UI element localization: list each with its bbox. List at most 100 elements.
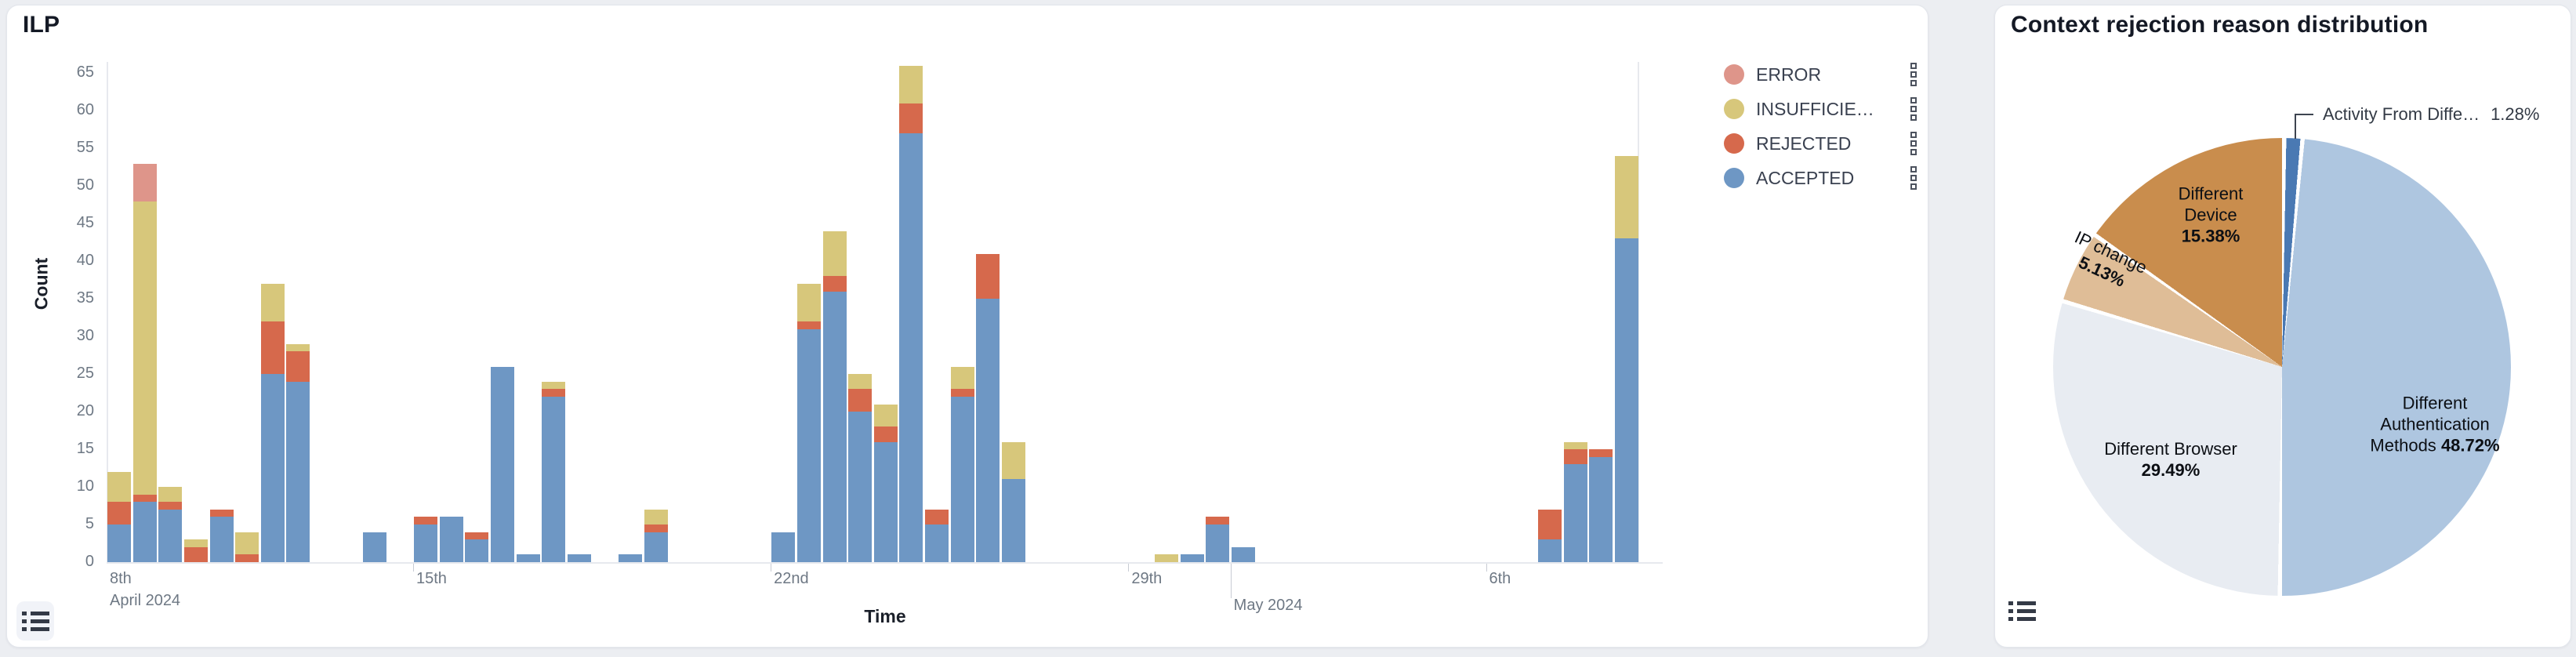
bar-segment-accepted[interactable]	[848, 412, 873, 562]
bar-segment-accepted[interactable]	[1563, 464, 1587, 562]
stacked-bar[interactable]	[465, 532, 489, 562]
legend-item-error[interactable]: ERROR	[1724, 63, 1925, 86]
bar-segment-rejected[interactable]	[1563, 449, 1587, 465]
drag-handle-icon[interactable]	[1910, 166, 1917, 190]
stacked-bar[interactable]	[439, 517, 463, 562]
bar-segment-accepted[interactable]	[465, 539, 489, 562]
bar-segment-accepted[interactable]	[1589, 456, 1613, 562]
bar-segment-accepted[interactable]	[439, 517, 463, 562]
bar-segment-accepted[interactable]	[1537, 539, 1562, 562]
stacked-bar[interactable]	[1231, 546, 1255, 562]
stacked-bar[interactable]	[363, 532, 387, 562]
bar-segment-rejected[interactable]	[260, 321, 285, 375]
stacked-bar[interactable]	[1589, 449, 1613, 562]
bar-segment-accepted[interactable]	[209, 517, 234, 562]
stacked-bar[interactable]	[209, 509, 234, 562]
bar-segment-rejected[interactable]	[542, 389, 566, 397]
stacked-bar[interactable]	[1180, 554, 1204, 562]
stacked-bar[interactable]	[1537, 509, 1562, 562]
bar-segment-rejected[interactable]	[797, 321, 822, 329]
drag-handle-icon[interactable]	[1910, 132, 1917, 155]
bar-segment-insufficient[interactable]	[184, 539, 209, 547]
bar-segment-accepted[interactable]	[899, 133, 923, 562]
bar-segment-rejected[interactable]	[132, 494, 157, 503]
stacked-bar[interactable]	[899, 65, 923, 562]
legend-item-insufficie[interactable]: INSUFFICIE…	[1724, 97, 1925, 121]
stacked-bar[interactable]	[516, 554, 540, 562]
legend-item-accepted[interactable]: ACCEPTED	[1724, 166, 1925, 190]
bar-segment-accepted[interactable]	[924, 525, 949, 562]
bar-segment-rejected[interactable]	[107, 502, 132, 525]
bar-segment-insufficient[interactable]	[1563, 441, 1587, 450]
chart-options-button[interactable]	[16, 601, 54, 641]
bar-segment-insufficient[interactable]	[1155, 554, 1179, 562]
bar-segment-rejected[interactable]	[184, 546, 209, 562]
stacked-bar[interactable]	[924, 509, 949, 562]
stacked-bar[interactable]	[1614, 155, 1638, 562]
stacked-bar[interactable]	[976, 253, 1000, 562]
bar-segment-accepted[interactable]	[1231, 546, 1255, 562]
bar-segment-accepted[interactable]	[618, 554, 642, 562]
stacked-bar[interactable]	[260, 284, 285, 562]
bar-segment-accepted[interactable]	[260, 374, 285, 562]
pie-chart[interactable]	[2053, 138, 2511, 596]
bar-segment-rejected[interactable]	[158, 502, 183, 510]
bar-segment-rejected[interactable]	[1206, 517, 1230, 525]
drag-handle-icon[interactable]	[1910, 63, 1917, 86]
bar-segment-accepted[interactable]	[1001, 479, 1025, 562]
bar-segment-accepted[interactable]	[950, 396, 974, 562]
bar-segment-accepted[interactable]	[491, 366, 515, 562]
bar-segment-accepted[interactable]	[363, 532, 387, 562]
bar-segment-accepted[interactable]	[1614, 238, 1638, 562]
bar-segment-insufficient[interactable]	[899, 65, 923, 103]
bar-segment-insufficient[interactable]	[950, 366, 974, 390]
bar-segment-rejected[interactable]	[414, 517, 438, 525]
bar-segment-insufficient[interactable]	[1001, 441, 1025, 480]
drag-handle-icon[interactable]	[1910, 97, 1917, 121]
stacked-bar[interactable]	[542, 381, 566, 562]
stacked-bar[interactable]	[1155, 554, 1179, 562]
stacked-bar[interactable]	[618, 554, 642, 562]
stacked-bar[interactable]	[235, 532, 259, 562]
bar-segment-insufficient[interactable]	[260, 284, 285, 321]
bar-segment-rejected[interactable]	[899, 103, 923, 134]
bar-segment-accepted[interactable]	[567, 554, 591, 562]
bar-segment-rejected[interactable]	[235, 554, 259, 562]
bar-segment-rejected[interactable]	[644, 525, 668, 532]
bar-segment-accepted[interactable]	[286, 381, 310, 562]
bar-segment-rejected[interactable]	[465, 532, 489, 540]
bar-segment-rejected[interactable]	[976, 253, 1000, 299]
bar-segment-accepted[interactable]	[822, 291, 847, 562]
stacked-bar[interactable]	[848, 374, 873, 562]
bar-segment-accepted[interactable]	[1206, 525, 1230, 562]
bar-segment-error[interactable]	[132, 163, 157, 201]
bar-segment-rejected[interactable]	[1537, 509, 1562, 540]
bar-segment-accepted[interactable]	[158, 509, 183, 562]
bar-segment-accepted[interactable]	[107, 525, 132, 562]
bar-segment-insufficient[interactable]	[822, 230, 847, 277]
chart-options-button[interactable]	[2006, 595, 2037, 626]
stacked-bar[interactable]	[184, 539, 209, 562]
bar-segment-rejected[interactable]	[873, 427, 898, 442]
stacked-bar[interactable]	[1563, 441, 1587, 562]
bar-segment-insufficient[interactable]	[1614, 155, 1638, 239]
bar-segment-accepted[interactable]	[132, 502, 157, 562]
stacked-bar[interactable]	[771, 532, 796, 562]
bar-segment-accepted[interactable]	[414, 525, 438, 562]
stacked-bar[interactable]	[414, 517, 438, 562]
stacked-bar[interactable]	[567, 554, 591, 562]
stacked-bar[interactable]	[286, 343, 310, 562]
stacked-bar[interactable]	[822, 230, 847, 562]
stacked-bar[interactable]	[132, 163, 157, 562]
bar-segment-rejected[interactable]	[286, 351, 310, 382]
bar-segment-accepted[interactable]	[516, 554, 540, 562]
bar-segment-insufficient[interactable]	[286, 343, 310, 352]
bar-segment-insufficient[interactable]	[848, 374, 873, 390]
bar-segment-insufficient[interactable]	[542, 381, 566, 390]
bar-segment-insufficient[interactable]	[873, 404, 898, 427]
bar-segment-accepted[interactable]	[976, 299, 1000, 562]
bar-segment-insufficient[interactable]	[107, 471, 132, 503]
stacked-bar[interactable]	[1206, 517, 1230, 562]
stacked-bar[interactable]	[158, 487, 183, 562]
stacked-bar[interactable]	[107, 471, 132, 562]
